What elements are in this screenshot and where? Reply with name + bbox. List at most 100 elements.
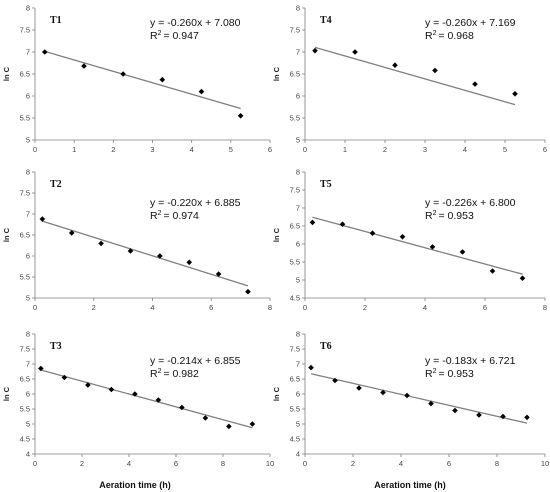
r-squared: R2 = 0.974	[150, 210, 199, 222]
y-tick-label: 4	[26, 450, 30, 459]
x-tick-label: 0	[303, 145, 307, 154]
x-tick-label: 4	[127, 459, 131, 468]
data-point	[404, 392, 410, 399]
data-point	[428, 400, 434, 407]
data-point	[352, 49, 358, 55]
x-tick-label: 2	[363, 303, 367, 312]
chart-panel-t5: 4.5 5 5.5 6 6.5 7 7.5 8 0 2 4 6 8 ln C T5 y = -0.226x +…	[272, 168, 547, 313]
x-axis-title-left: Aeration time (h)	[99, 480, 171, 490]
y-tick-label: 4.5	[20, 435, 30, 444]
data-point	[249, 421, 256, 427]
data-point	[39, 216, 46, 222]
panel-title: T1	[50, 15, 62, 26]
y-tick-label: 7.5	[20, 189, 30, 198]
data-point	[127, 248, 134, 254]
x-tick-label: 0	[33, 303, 37, 312]
y-tick-label: 8	[26, 330, 30, 339]
y-tick-label: 6	[296, 92, 300, 101]
regression-equation: y = -0.226x + 6.800	[425, 197, 516, 209]
data-point	[68, 230, 75, 236]
panel-title: T6	[320, 341, 332, 352]
r-squared-symbol: R	[425, 210, 433, 222]
r-squared-exponent: 2	[158, 30, 162, 37]
y-tick-label: 7.5	[290, 26, 300, 35]
y-tick-label: 6	[26, 252, 30, 261]
y-axis-label: ln C	[272, 227, 281, 242]
x-tick-label: 6	[174, 459, 178, 468]
y-tick-label: 5	[296, 420, 300, 429]
r-squared-value: = 0.982	[164, 368, 199, 380]
y-tick-label: 7.5	[20, 26, 30, 35]
chart-panel-t6: 4 4.5 5 5.5 6 6.5 7 7.5 8 0 2 4 6 8 10 ln C T6 y = -0.183…	[272, 330, 549, 469]
data-point	[159, 76, 166, 83]
trendline	[310, 373, 528, 424]
y-axis-label: ln C	[272, 66, 281, 81]
y-tick-label: 5.5	[290, 114, 300, 123]
y-tick-label: 5	[26, 420, 30, 429]
r-squared: R2 = 0.947	[150, 30, 199, 42]
data-point	[38, 365, 44, 372]
y-tick-label: 4.5	[290, 294, 300, 303]
y-tick-label: 7.5	[290, 345, 300, 354]
x-tick-label: 1	[343, 145, 347, 154]
r-squared-value: = 0.947	[164, 30, 199, 42]
x-tick-label: 10	[541, 459, 549, 468]
data-point	[81, 63, 87, 69]
chart-panel-t4: 5 5.5 6 6.5 7 7.5 8 0 1 2 3 4 5 6 ln C T4 y = -0.260x + …	[272, 4, 547, 155]
x-tick-label: 0	[303, 303, 307, 312]
y-tick-label: 6	[26, 92, 30, 101]
y-tick-label: 7.5	[20, 345, 30, 354]
data-point	[157, 253, 163, 259]
data-point	[41, 49, 48, 55]
r-squared-value: = 0.974	[164, 210, 199, 222]
y-axis-label: ln C	[2, 386, 11, 401]
r-squared: R2 = 0.968	[425, 30, 474, 42]
x-tick-label: 10	[266, 459, 274, 468]
chart-panel-t2: 5 5.5 6 6.5 7 7.5 8 0 2 4 6 8 ln C T2 y = -0.220x + 6.…	[2, 168, 272, 313]
x-axis-title-right: Aeration time (h)	[374, 480, 446, 490]
x-tick-label: 1	[72, 145, 76, 154]
x-tick-label: 0	[303, 459, 307, 468]
data-point	[308, 364, 314, 371]
chart-panel-t1: 5 5.5 6 6.5 7 7.5 8 0 1 2 3 4 5 6 ln C T1 y = -0.260x + …	[2, 4, 272, 155]
x-tick-label: 2	[383, 145, 387, 154]
regression-equation: y = -0.220x + 6.885	[150, 197, 241, 209]
r-squared-value: = 0.953	[439, 368, 474, 380]
data-point	[309, 219, 316, 226]
x-tick-label: 4	[190, 145, 194, 154]
data-point	[399, 234, 406, 240]
x-tick-label: 5	[229, 145, 233, 154]
r-squared-symbol: R	[150, 30, 158, 42]
data-point	[432, 67, 438, 74]
r-squared: R2 = 0.953	[425, 368, 474, 380]
y-tick-label: 5	[26, 294, 30, 303]
data-point	[489, 268, 496, 274]
y-tick-label: 5.5	[20, 405, 30, 414]
y-tick-label: 6.5	[290, 375, 300, 384]
data-point	[98, 240, 104, 247]
x-tick-label: 8	[221, 459, 225, 468]
data-point	[202, 415, 209, 421]
y-tick-label: 5	[296, 276, 300, 285]
y-tick-label: 4	[296, 450, 300, 459]
x-tick-label: 5	[503, 145, 507, 154]
data-point	[429, 244, 436, 250]
data-point	[226, 423, 232, 430]
r-squared-symbol: R	[150, 210, 158, 222]
r-squared-symbol: R	[150, 368, 158, 380]
data-point	[120, 71, 126, 77]
y-axis-label: ln C	[2, 66, 11, 81]
data-point	[108, 386, 115, 393]
x-tick-label: 6	[209, 303, 213, 312]
y-tick-label: 8	[296, 168, 300, 177]
data-point	[61, 374, 68, 381]
x-tick-label: 2	[351, 459, 355, 468]
x-tick-label: 3	[150, 145, 154, 154]
y-tick-label: 6.5	[20, 70, 30, 79]
data-point	[186, 259, 193, 266]
r-squared: R2 = 0.982	[150, 368, 199, 380]
panel-title: T4	[320, 15, 332, 26]
y-tick-label: 8	[26, 168, 30, 177]
y-tick-label: 7	[26, 48, 30, 57]
